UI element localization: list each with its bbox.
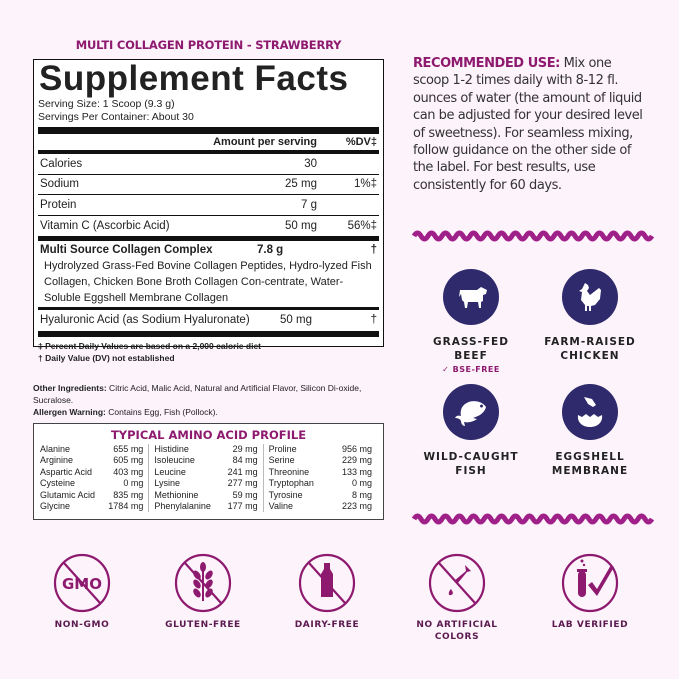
amino-row: Valine 223 mg [268,501,372,512]
amino-column: Histidine 29 mg Isoleucine 84 mg Leucine 241 … [148,444,262,513]
collagen-complex-detail: Hydrolyzed Grass-Fed Bovine Collagen Pep… [44,260,372,304]
facts-header: Amount per serving %DV‡ [213,136,377,148]
source-label: GRASS-FED BEEF ✓ BSE-FREE [401,335,541,377]
amino-row: Histidine 29 mg [154,444,258,454]
svg-text:GMO: GMO [62,575,102,593]
amino-row: Threonine 133 mg [268,466,372,477]
amino-row: Serine 229 mg [268,455,372,466]
non-gmo-icon: GMO [53,553,111,613]
chicken-icon [562,269,618,325]
amino-row: Lysine 277 mg [154,478,258,489]
footnote-not-established: † Daily Value (DV) not established [38,352,175,363]
allergen-warning: Allergen Warning: Contains Egg, Fish (Po… [33,407,218,417]
bse-free-note: ✓ BSE-FREE [442,365,500,374]
facts-row: Vitamin C (Ascorbic Acid) 50 mg 56%‡ [40,219,377,232]
amino-row: Aspartic Acid 403 mg [40,466,144,477]
amino-row: Leucine 241 mg [154,466,258,477]
wave-divider [411,230,654,242]
amino-acid-profile: TYPICAL AMINO ACID PROFILE Alanine 655 mg… [33,423,384,520]
amino-title: TYPICAL AMINO ACID PROFILE [110,428,307,442]
no-artificial-colors-icon [428,553,486,613]
badge-label: LAB VERIFIED [551,620,629,630]
amino-row: Tyrosine 8 mg [268,489,372,500]
source-label: EGGSHELL MEMBRANE [551,451,629,477]
servings-per-container: Servings Per Container: About 30 [38,111,194,123]
amino-row: Arginine 605 mg [40,455,144,466]
product-name: MULTI COLLAGEN PROTEIN - STRAWBERRY [75,38,342,52]
amino-row: Tryptophan 0 mg [268,478,372,489]
lab-verified-icon [561,553,619,613]
badge-label: GLUTEN-FREE [165,620,241,630]
amino-row: Phenylalanine 177 mg [154,501,258,512]
wave-divider [411,513,654,525]
footnote-dv: ‡ Percent Daily Values are based on a 2,… [38,340,262,351]
badge-label: NO ARTIFICIAL COLORS [416,620,498,642]
collagen-complex-row: Multi Source Collagen Complex 7.8 g † [40,243,377,256]
facts-title: Supplement Facts [39,59,349,98]
amino-row: Glutamic Acid 835 mg [40,489,144,500]
supplement-facts-panel: Supplement Facts Serving Size: 1 Scoop (… [33,59,384,363]
amino-row: Proline 956 mg [268,444,372,454]
amino-row: Alanine 655 mg [40,444,144,454]
badge-label: NON-GMO [54,620,110,630]
ingredients-section: Other Ingredients: Citric Acid, Malic Ac… [33,382,384,418]
facts-row: Protein 7 g [38,195,379,216]
amino-row: Cysteine 0 mg [40,478,144,489]
amino-row: Methionine 59 mg [154,489,258,500]
facts-row: Sodium 25 mg 1%‡ [38,175,379,195]
badge-label: DAIRY-FREE [294,620,360,630]
fish-icon [443,384,499,440]
gluten-free-icon [174,553,232,613]
source-label: WILD-CAUGHT FISH [423,451,519,477]
amino-row: Glycine 1784 mg [40,501,144,512]
amino-column: Proline 956 mg Serine 229 mg Threonine 133 mg… [262,444,377,513]
amino-row: Isoleucine 84 mg [154,455,258,466]
cow-icon [443,269,499,325]
hyaluronic-row: Hyaluronic Acid (as Sodium Hyaluronate) 5… [40,314,377,327]
serving-size: Serving Size: 1 Scoop (9.3 g) [38,98,175,110]
facts-row: Calories 30 [38,154,379,175]
source-label: FARM-RAISED CHICKEN [544,336,636,362]
dairy-free-icon [298,553,356,613]
egg-icon [562,384,618,440]
amino-column: Alanine 655 mg Arginine 605 mg Aspartic Acid… [40,444,148,512]
recommended-use: RECOMMENDED USE: Mix one scoop 1-2 times… [413,56,643,193]
other-ingredients: Other Ingredients: Citric Acid, Malic Ac… [33,383,362,405]
